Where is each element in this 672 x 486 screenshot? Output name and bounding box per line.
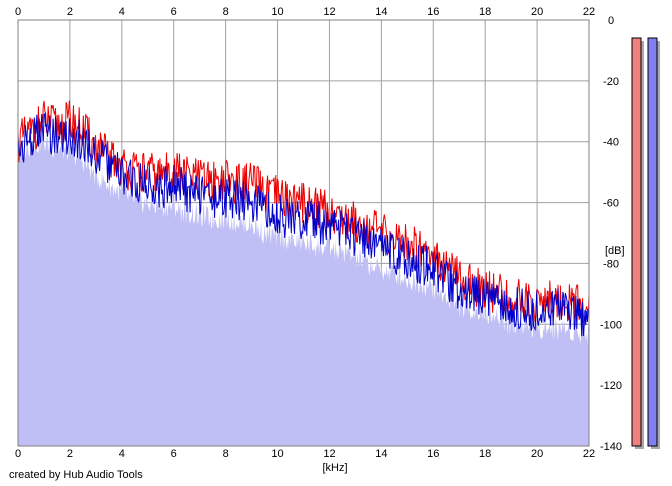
spectrum-area-fill <box>18 131 589 446</box>
x-axis-title: [kHz] <box>322 462 347 474</box>
x-tick-label-bottom: 10 <box>271 448 283 460</box>
x-tick-labels-bottom: 0 2 4 6 8 10 12 14 16 18 20 22 <box>15 448 595 460</box>
x-tick-label-top: 4 <box>119 6 125 18</box>
x-tick-label-bottom: 16 <box>427 448 439 460</box>
x-tick-label-bottom: 22 <box>583 448 595 460</box>
plot-border <box>17 19 590 447</box>
x-tick-label-bottom: 4 <box>119 448 125 460</box>
x-tick-label-top: 2 <box>67 6 73 18</box>
level-meters <box>631 37 660 449</box>
red-channel-line <box>17 100 590 324</box>
x-tick-label-top: 14 <box>375 6 387 18</box>
y-tick-label: -40 <box>603 137 619 149</box>
blue-channel-line <box>17 112 590 337</box>
x-tick-label-top: 20 <box>531 6 543 18</box>
x-tick-label-bottom: 6 <box>171 448 177 460</box>
x-tick-label-top: 16 <box>427 6 439 18</box>
x-tick-label-bottom: 14 <box>375 448 387 460</box>
x-tick-label-top: 10 <box>271 6 283 18</box>
left-level-meter <box>631 37 642 447</box>
x-tick-label-bottom: 12 <box>323 448 335 460</box>
x-tick-label-bottom: 18 <box>479 448 491 460</box>
y-tick-labels: 0 -20 -40 -60 -80 -100 -120 -140 <box>600 15 622 453</box>
right-level-meter <box>647 37 658 447</box>
y-tick-label: -100 <box>600 319 622 331</box>
y-tick-label: -20 <box>603 76 619 88</box>
x-tick-label-bottom: 0 <box>15 448 21 460</box>
x-tick-label-top: 12 <box>323 6 335 18</box>
credit-text: created by Hub Audio Tools <box>9 469 143 481</box>
x-tick-label-bottom: 20 <box>531 448 543 460</box>
x-tick-labels-top: 0 2 4 6 8 10 12 14 16 18 20 22 <box>15 6 595 18</box>
x-tick-label-top: 0 <box>15 6 21 18</box>
y-tick-label: 0 <box>608 15 614 27</box>
y-tick-label: -120 <box>600 380 622 392</box>
x-tick-label-top: 6 <box>171 6 177 18</box>
x-tick-label-top: 18 <box>479 6 491 18</box>
x-tick-label-bottom: 2 <box>67 448 73 460</box>
x-tick-label-bottom: 8 <box>223 448 229 460</box>
x-tick-label-top: 8 <box>223 6 229 18</box>
y-tick-label: -80 <box>603 258 619 270</box>
spectrum-lines <box>17 100 590 337</box>
y-tick-label: -60 <box>603 198 619 210</box>
spectrum-fill <box>18 131 589 446</box>
y-axis-title: [dB] <box>605 245 625 257</box>
x-tick-label-top: 22 <box>583 6 595 18</box>
y-tick-label: -140 <box>600 441 622 453</box>
